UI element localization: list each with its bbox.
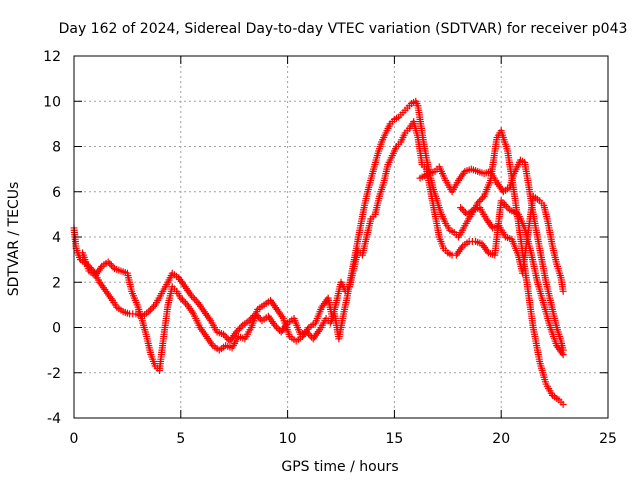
data-point-marker	[145, 308, 153, 316]
data-point-marker	[479, 194, 487, 202]
data-point-marker	[477, 196, 485, 204]
data-point-marker	[237, 323, 245, 331]
data-point-marker	[180, 297, 188, 305]
data-point-marker	[187, 292, 195, 300]
data-point-marker	[559, 400, 567, 408]
data-point-marker	[148, 304, 156, 312]
data-point-marker	[104, 258, 112, 266]
data-point-marker	[458, 205, 466, 213]
data-point-marker	[191, 295, 199, 303]
data-point-marker	[475, 197, 483, 205]
data-point-marker	[106, 260, 114, 268]
x-tick-label: 25	[599, 431, 617, 447]
data-point-marker	[107, 261, 115, 269]
y-tick-label: 6	[52, 185, 61, 201]
data-point-marker	[460, 207, 468, 215]
x-tick-label: 15	[385, 431, 403, 447]
x-tick-label: 10	[279, 431, 297, 447]
series-4	[457, 192, 567, 295]
data-point-marker	[501, 200, 509, 208]
y-tick-label: 4	[52, 230, 61, 246]
data-point-marker	[234, 326, 242, 334]
data-point-marker	[146, 306, 154, 314]
data-point-marker	[232, 328, 240, 336]
y-tick-label: 0	[52, 321, 61, 337]
data-point-marker	[502, 202, 510, 210]
data-point-marker	[192, 297, 200, 305]
y-tick-label: 8	[52, 140, 61, 156]
data-point-marker	[221, 332, 229, 340]
y-axis-label: SDTVAR / TECUs	[6, 182, 22, 297]
y-tick-label: -4	[47, 411, 61, 427]
data-point-marker	[236, 325, 244, 333]
x-tick-label: 5	[176, 431, 185, 447]
data-point-marker	[109, 263, 117, 271]
x-axis-label: GPS time / hours	[281, 459, 398, 475]
y-tick-label: -2	[47, 366, 61, 382]
data-point-marker	[559, 346, 567, 354]
data-point-marker	[150, 303, 158, 311]
axis-ticks: 0 5 10 15 20 25 -4 -2 0 2 4 6 8 10 12	[43, 49, 617, 447]
data-points	[70, 97, 567, 408]
x-tick-label: 20	[492, 431, 510, 447]
x-tick-label: 0	[70, 431, 79, 447]
data-point-marker	[177, 294, 185, 302]
y-tick-label: 2	[52, 275, 61, 291]
y-tick-label: 10	[43, 94, 61, 110]
data-point-marker	[178, 296, 186, 304]
data-point-marker	[271, 321, 279, 329]
data-point-marker	[457, 204, 465, 212]
data-point-marker	[189, 294, 197, 302]
data-point-marker	[272, 323, 280, 331]
data-point-marker	[559, 287, 567, 295]
data-point-marker	[182, 299, 190, 307]
chart-title: Day 162 of 2024, Sidereal Day-to-day VTE…	[59, 21, 628, 37]
series-2	[79, 118, 567, 374]
y-tick-label: 12	[43, 49, 61, 65]
data-point-marker	[220, 330, 228, 338]
